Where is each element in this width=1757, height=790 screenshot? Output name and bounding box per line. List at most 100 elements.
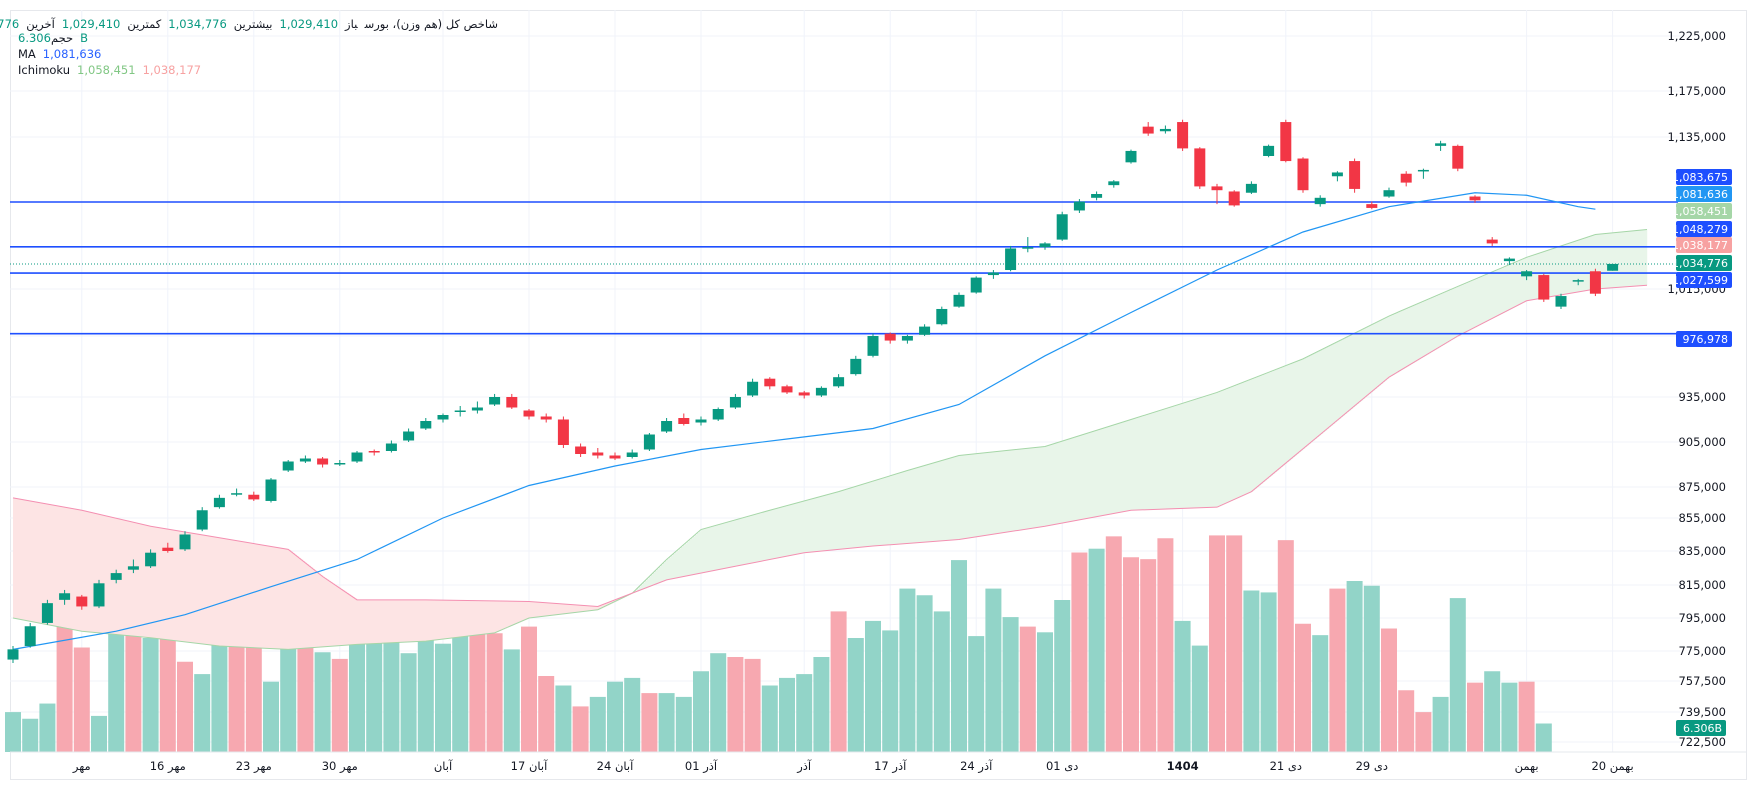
candle: [1091, 194, 1103, 198]
high-value: 1,034,776: [168, 17, 227, 31]
cloud-slice: [1425, 300, 1428, 356]
cloud-slice: [409, 599, 412, 642]
cloud-slice: [1357, 331, 1360, 404]
cloud-slice: [179, 531, 182, 642]
volume-bar: [417, 614, 434, 752]
cloud-slice: [587, 605, 590, 612]
span-a-line: [12, 228, 1648, 650]
cloud-slice: [1255, 377, 1258, 489]
cloud-slice: [1303, 358, 1306, 449]
cloud-slice: [809, 499, 812, 553]
cloud-slice: [1243, 382, 1246, 496]
cloud-slice: [1261, 375, 1264, 484]
cloud-slice: [1329, 345, 1332, 428]
cloud-slice: [1157, 411, 1160, 510]
cloud-slice: [1057, 442, 1060, 525]
cloud-slice: [1021, 449, 1024, 530]
cloud-slice: [1203, 396, 1206, 508]
cloud-slice: [689, 539, 692, 576]
cloud-slice: [277, 547, 280, 649]
cloud-slice: [85, 510, 88, 632]
cloud-slice: [1443, 292, 1446, 345]
cloud-slice: [1485, 274, 1488, 323]
cloud-slice: [523, 601, 526, 621]
candle: [1159, 128, 1171, 132]
cloud-slice: [435, 599, 438, 640]
cloud-slice: [1565, 244, 1568, 295]
cloud-slice: [273, 546, 276, 649]
cloud-slice: [1233, 386, 1236, 500]
cloud-slice: [561, 603, 564, 615]
cloud-slice: [993, 451, 996, 535]
cloud-slice: [473, 600, 476, 636]
cloud-slice: [761, 512, 764, 562]
cloud-slice: [1305, 357, 1308, 448]
cloud-slice: [1035, 447, 1038, 528]
cloud-slice: [1031, 447, 1034, 529]
cloud-slice: [1597, 234, 1600, 289]
cloud-slice: [1427, 299, 1430, 355]
time-axis[interactable]: مهر 16 مهر 23 مهر 30 مهر آبان 17 آبان 24 آبان 0…: [10, 751, 1746, 774]
cloud-slice: [321, 575, 324, 647]
cloud-slice: [1479, 277, 1482, 326]
cloud-slice: [1363, 328, 1366, 399]
volume-bar: [710, 653, 727, 752]
volume-bar: [865, 620, 881, 752]
cloud-slice: [343, 590, 346, 646]
cloud-slice: [911, 469, 914, 544]
cloud-slice: [481, 600, 484, 635]
cloud-slice: [357, 599, 360, 645]
horizontal-lines[interactable]: [10, 201, 1678, 335]
volume-bar: [813, 657, 830, 752]
cloud-slice: [1481, 276, 1484, 325]
cloud-slice: [1367, 326, 1370, 396]
cloud-slice: [249, 542, 252, 648]
candle: [747, 381, 759, 396]
cloud-slice: [359, 599, 362, 645]
candle: [1073, 201, 1085, 211]
price-tag-label: 1,034,776: [1672, 257, 1728, 270]
cloud-slice: [1191, 400, 1194, 509]
cloud-slice: [201, 534, 204, 644]
cloud-slice: [175, 530, 178, 641]
time-tick-label: بهمن: [1515, 759, 1539, 774]
chart-frame: [10, 10, 1747, 780]
cloud-slice: [479, 600, 482, 635]
cloud-slice: [1097, 430, 1100, 517]
time-tick-label: آبان: [434, 759, 453, 773]
cloud-slice: [1223, 390, 1226, 505]
candle: [575, 446, 587, 454]
cloud-slice: [1279, 368, 1282, 469]
cloud-slice: [529, 601, 532, 618]
cloud-slice: [1237, 384, 1240, 499]
cloud-slice: [737, 519, 740, 566]
cloud-slice: [1179, 404, 1182, 509]
cloud-slice: [1189, 401, 1192, 509]
cloud-slice: [547, 602, 550, 616]
cloud-slice: [1071, 438, 1074, 522]
volume-bar: [641, 693, 658, 752]
cloud-slice: [1147, 414, 1150, 510]
volume-bar: [245, 619, 262, 752]
volume-bar: [73, 647, 90, 752]
price-axis[interactable]: 722,500 739,500 757,500 775,000 795,000 815,0…: [1667, 29, 1726, 749]
cloud-slice: [1407, 308, 1410, 367]
cloud-slice: [541, 602, 544, 617]
cloud-slice: [77, 509, 80, 631]
cloud-slice: [291, 551, 294, 650]
cloud-slice: [789, 505, 792, 556]
cloud-slice: [1115, 424, 1118, 514]
candles[interactable]: [7, 119, 1619, 663]
cloud-slice: [839, 491, 842, 550]
cloud-slice: [1545, 251, 1548, 298]
cloud-slice: [1435, 296, 1438, 350]
cloud-slice: [545, 602, 548, 617]
cloud-slice: [985, 452, 988, 536]
cloud-slice: [247, 542, 250, 648]
candle: [884, 333, 896, 341]
cloud-slice: [1029, 448, 1032, 529]
volume-bar: [177, 661, 193, 752]
cloud-slice: [803, 501, 806, 553]
cloud-slice: [257, 544, 260, 648]
